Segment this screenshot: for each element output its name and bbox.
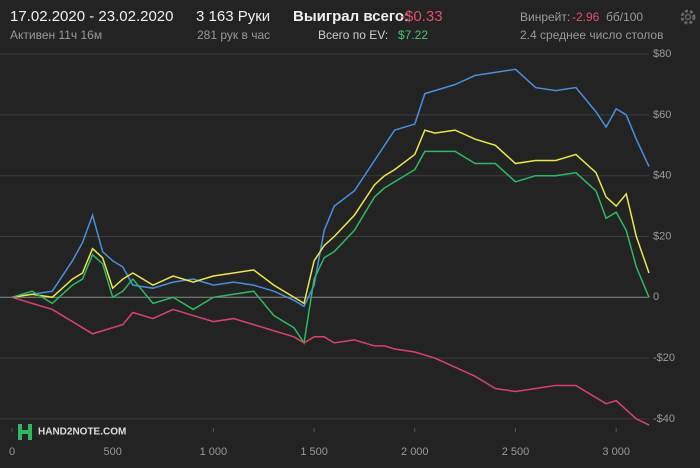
ev-value: $7.22 bbox=[398, 28, 429, 42]
period: 17.02.2020 - 23.02.2020 bbox=[10, 8, 174, 25]
x-tick-label: 3 000 bbox=[602, 446, 630, 458]
series-line bbox=[11, 129, 650, 305]
y-tick-label: 0 bbox=[653, 291, 659, 303]
settings-icon[interactable] bbox=[680, 9, 696, 25]
x-tick-label: 1 000 bbox=[200, 446, 228, 458]
y-tick-label: -$20 bbox=[653, 352, 675, 364]
winrate-unit: бб/100 bbox=[606, 10, 644, 24]
x-tick-label: 500 bbox=[104, 446, 122, 458]
won-label: Выиграл всего: bbox=[293, 8, 410, 25]
logo-text: HAND2NOTE.COM bbox=[38, 427, 126, 438]
hands-per-hour: 281 рук в час bbox=[197, 28, 271, 42]
x-tick-label: 2 000 bbox=[401, 446, 429, 458]
y-tick-label: $60 bbox=[653, 109, 671, 121]
winrate-value: -2.96 bbox=[572, 10, 600, 24]
hands: 3 163 Руки bbox=[196, 8, 271, 25]
x-tick-label: 2 500 bbox=[502, 446, 530, 458]
ev-label: Всего по EV: bbox=[318, 28, 389, 42]
tables: 2.4 среднее число столов bbox=[520, 28, 664, 42]
y-tick-label: $80 bbox=[653, 48, 671, 60]
series-line bbox=[11, 150, 650, 345]
series-line bbox=[11, 296, 650, 426]
y-tick-label: $40 bbox=[653, 170, 671, 182]
plot: -$40 -$20 0 $20 $40 $60 $80 0 500 1 000 1 500 2 000… bbox=[0, 48, 675, 458]
y-tick-label: $20 bbox=[653, 230, 671, 242]
won-value: -$0.33 bbox=[400, 8, 443, 25]
y-tick-label: -$40 bbox=[653, 413, 675, 425]
x-tick-label: 1 500 bbox=[300, 446, 328, 458]
series-line bbox=[11, 68, 650, 308]
x-tick-label: 0 bbox=[9, 446, 15, 458]
logo: HAND2NOTE.COM bbox=[18, 424, 126, 440]
active-time: Активен 11ч 16м bbox=[10, 28, 103, 42]
winrate-label: Винрейт: bbox=[520, 10, 571, 24]
